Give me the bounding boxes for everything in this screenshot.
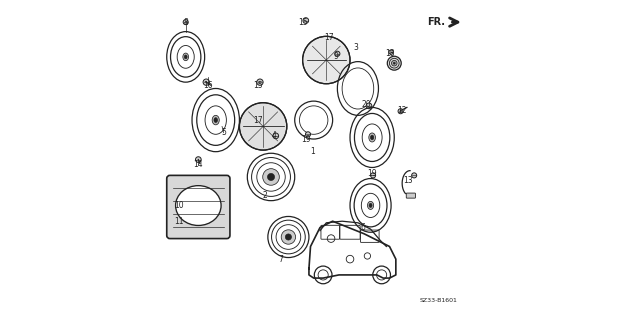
Ellipse shape: [371, 135, 374, 140]
Circle shape: [285, 234, 291, 240]
Circle shape: [203, 79, 209, 85]
Circle shape: [314, 266, 332, 284]
Ellipse shape: [184, 55, 187, 59]
Text: 13: 13: [404, 176, 413, 185]
Text: 11: 11: [175, 217, 184, 226]
Circle shape: [303, 36, 350, 84]
Text: SZ33-B1601: SZ33-B1601: [420, 298, 458, 303]
Text: 20: 20: [361, 100, 371, 109]
Text: 19: 19: [301, 135, 310, 143]
Text: 18: 18: [385, 49, 394, 58]
Text: 2: 2: [262, 191, 267, 200]
Text: 15: 15: [298, 18, 307, 27]
Circle shape: [303, 18, 308, 23]
Text: 19: 19: [367, 169, 377, 178]
Text: 15: 15: [253, 81, 263, 90]
Ellipse shape: [369, 204, 372, 207]
Circle shape: [281, 230, 296, 244]
Circle shape: [195, 157, 201, 162]
Circle shape: [392, 60, 397, 66]
Circle shape: [389, 50, 394, 54]
Ellipse shape: [369, 133, 376, 142]
Circle shape: [372, 266, 390, 284]
Text: 3: 3: [354, 43, 359, 52]
Circle shape: [412, 173, 417, 178]
Text: 1: 1: [310, 147, 314, 156]
Text: 17: 17: [324, 33, 334, 42]
Text: FR.: FR.: [427, 17, 445, 27]
Circle shape: [366, 103, 372, 109]
Circle shape: [387, 56, 401, 70]
Circle shape: [335, 51, 340, 56]
Ellipse shape: [175, 186, 221, 226]
Ellipse shape: [214, 118, 218, 123]
Text: 12: 12: [397, 106, 407, 115]
Circle shape: [305, 132, 310, 137]
Text: 9: 9: [333, 52, 338, 61]
Text: 16: 16: [203, 81, 212, 90]
Ellipse shape: [367, 201, 374, 210]
Circle shape: [393, 62, 396, 64]
Circle shape: [257, 79, 263, 85]
FancyBboxPatch shape: [406, 193, 415, 198]
Text: 17: 17: [253, 116, 263, 125]
Circle shape: [183, 20, 188, 25]
Circle shape: [268, 173, 275, 180]
Ellipse shape: [212, 115, 220, 125]
Text: 6: 6: [360, 223, 365, 232]
Circle shape: [273, 133, 278, 139]
Text: 8: 8: [183, 18, 188, 27]
Ellipse shape: [183, 53, 189, 61]
Circle shape: [371, 173, 376, 178]
FancyBboxPatch shape: [167, 175, 230, 239]
Text: 4: 4: [272, 131, 276, 140]
Circle shape: [263, 169, 279, 185]
Text: 14: 14: [193, 160, 203, 169]
Circle shape: [398, 109, 403, 114]
Text: 7: 7: [278, 255, 283, 264]
Text: 5: 5: [221, 128, 226, 137]
Circle shape: [239, 103, 287, 150]
Text: 10: 10: [175, 201, 184, 210]
